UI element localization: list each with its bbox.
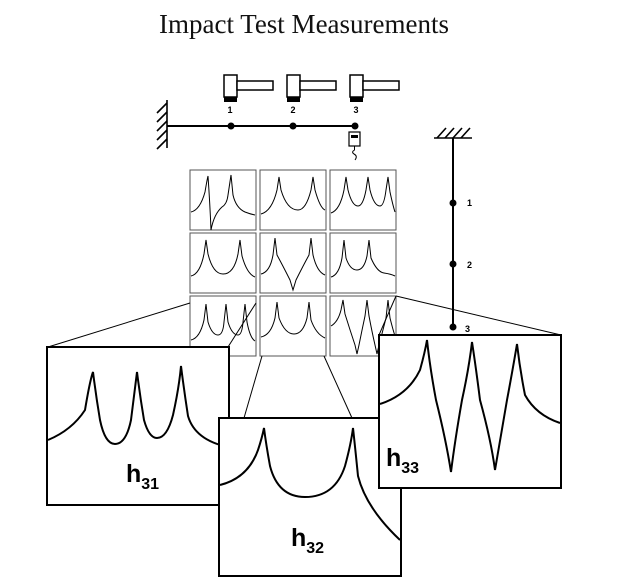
beam-point-1 — [227, 122, 235, 130]
frf-matrix — [189, 169, 397, 357]
hammer-2-icon — [286, 74, 337, 102]
vertical-point-2 — [449, 260, 457, 268]
hammer-label-1: 1 — [227, 105, 232, 115]
frf-label-h31: h31 — [126, 460, 159, 493]
frf-cell-12 — [259, 169, 327, 231]
frf-label-h32: h32 — [291, 524, 324, 557]
frf-label-h33: h33 — [386, 444, 419, 477]
vertical-point-1 — [449, 199, 457, 207]
frf-cell-21 — [189, 232, 257, 294]
hammer-3-icon — [349, 74, 400, 102]
left-wall-support-icon — [156, 100, 168, 150]
diagram-title: Impact Test Measurements — [159, 9, 449, 39]
horizontal-beam-assembly — [156, 100, 359, 150]
vertical-point-3 — [449, 323, 457, 331]
frf-cell-11 — [189, 169, 257, 231]
frf-cell-22 — [259, 232, 327, 294]
vertical-beam-assembly — [434, 127, 472, 331]
vertical-point-label-3: 3 — [465, 324, 470, 334]
hammer-1-icon — [223, 74, 274, 102]
top-ceiling-support-icon — [434, 127, 472, 139]
vertical-point-label-1: 1 — [467, 198, 472, 208]
frf-cell-23 — [329, 232, 397, 294]
zoom-panel-h31: h31 — [46, 346, 230, 506]
zoom-connectors — [47, 295, 562, 419]
zoom-panel-h33: h33 — [378, 334, 562, 489]
vertical-point-label-2: 2 — [467, 260, 472, 270]
beam-point-2 — [289, 122, 297, 130]
zoom-panel-h32: h32 — [218, 417, 402, 577]
beam-point-3 — [351, 122, 359, 130]
frf-cell-32 — [259, 295, 327, 357]
hammer-label-2: 2 — [290, 105, 295, 115]
accelerometer-icon — [348, 131, 361, 161]
hammer-label-3: 3 — [353, 105, 358, 115]
